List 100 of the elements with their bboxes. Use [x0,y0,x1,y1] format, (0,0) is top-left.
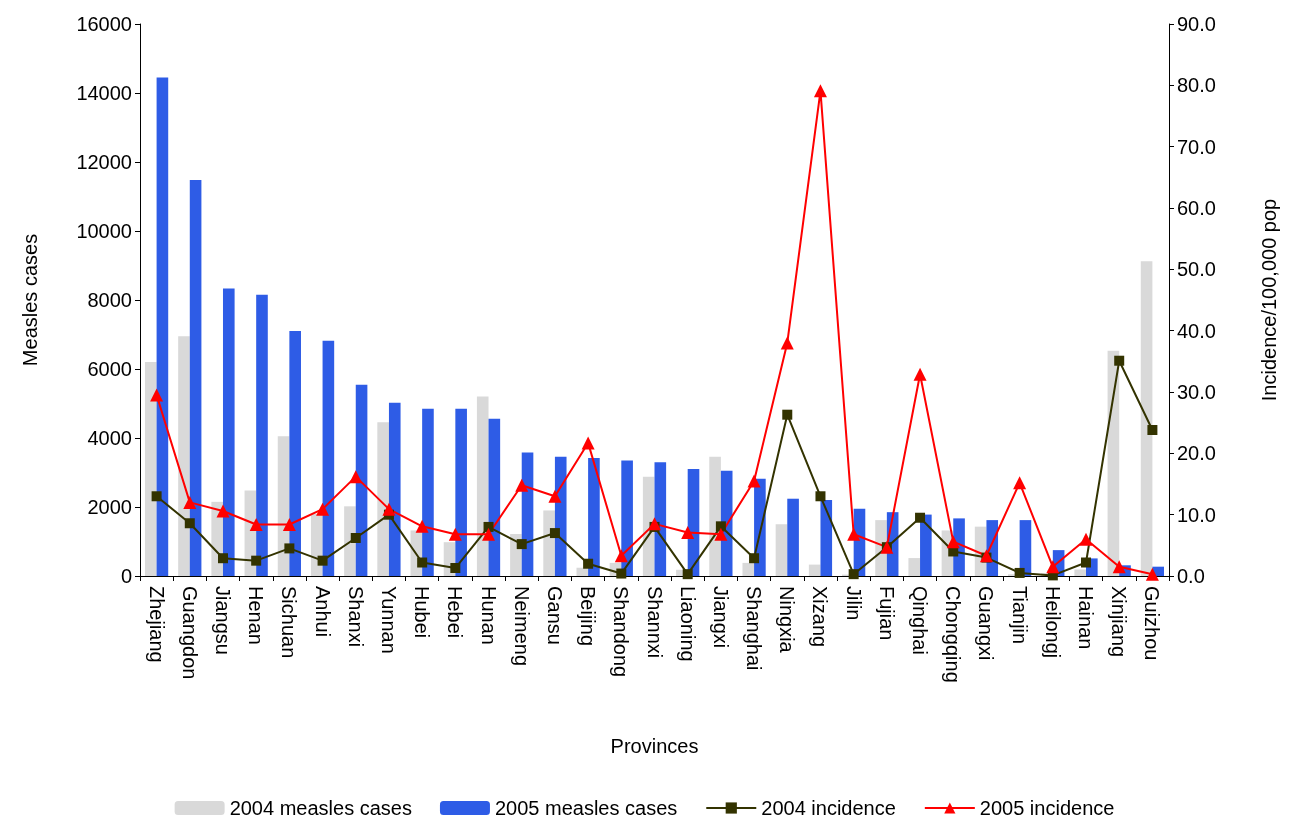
x-tick-label: Xinjiang [1108,586,1131,658]
y-tick-label: 14000 [76,82,132,104]
x-tick-label: Guangdon [178,586,201,680]
point [151,491,162,502]
bar [642,476,655,576]
x-tick-label: Hubei [411,586,434,639]
x-tick-label: Zhejiang [145,586,168,663]
point [815,491,826,502]
point [415,519,429,533]
point [216,504,230,518]
y2-tick-label: 70.0 [1177,135,1216,158]
y2-tick-label: 90.0 [1177,13,1216,35]
x-tick-label: Shanxi [344,586,367,648]
x-tick-label: Guizhou [1141,586,1164,661]
point [417,557,428,568]
point [1112,560,1126,574]
point [217,553,228,564]
y-tick-label: 0 [120,565,132,587]
x-tick-label: Shandong [610,586,633,678]
bar [144,362,157,576]
bar [621,460,633,576]
bar [576,567,589,576]
bar [742,562,755,576]
point [681,525,695,539]
y2-tick-label: 0.0 [1177,565,1205,587]
x-tick-label: Anhui [311,586,334,638]
point [614,549,628,563]
point [749,553,760,564]
bar [422,408,434,576]
bar [1074,569,1087,576]
y-tick-label: 6000 [87,358,132,380]
legend-label: 2005 incidence [979,797,1115,819]
x-tick-label: Guangxi [975,586,998,661]
bar [709,456,721,576]
point [1114,355,1125,366]
point [583,558,594,569]
y-tick-label: 16000 [76,13,132,35]
bar [476,396,489,576]
y2-tick-label: 50.0 [1177,258,1216,281]
point [714,527,728,541]
x-tick-label: Heilongj [1041,586,1064,659]
y-axis-title: Measles cases [19,233,41,367]
x-tick-label: Xizang [809,586,832,648]
x-tick-label: Qinghai [909,586,932,655]
point [1046,560,1060,574]
x-tick-label: Beijing [577,586,600,647]
point [516,539,527,550]
x-axis-title: Provinces [610,735,699,757]
bar [808,564,821,576]
y-tick-label: 4000 [87,427,132,449]
bar [455,408,467,576]
point [184,518,195,529]
bar [543,510,555,576]
bar [156,77,169,576]
legend-label: 2004 incidence [761,797,896,819]
point [150,388,164,402]
x-tick-label: Chongqing [942,586,965,683]
bar [1140,261,1153,576]
bar [344,506,356,576]
point [317,555,328,566]
x-tick-label: Neimeng [510,586,533,667]
point [482,527,496,541]
x-tick-label: Shanghai [743,586,766,671]
point [1147,425,1158,436]
x-tick-label: Hebei [444,586,467,639]
point [780,336,794,350]
y2-tick-label: 10.0 [1177,503,1216,526]
point [450,563,461,574]
x-tick-label: Tianjin [1008,586,1031,645]
point [913,367,927,381]
bar [322,340,335,576]
point [915,512,926,523]
y2-axis-title: Incidence/100,000 pop [1258,198,1280,402]
y-tick-label: 10000 [76,220,132,242]
bar [178,336,190,576]
point [183,495,197,509]
point [382,502,396,516]
y2-tick-label: 30.0 [1177,381,1216,403]
point [548,489,562,503]
x-tick-label: Shannxi [643,586,666,659]
x-tick-label: Liaoning [676,586,699,662]
y2-tick-label: 60.0 [1177,197,1216,219]
point [782,409,793,420]
bar [588,458,600,576]
x-tick-label: Hainan [1075,586,1098,650]
point [1079,532,1093,546]
legend-label: 2005 measles cases [494,797,678,819]
y-tick-label: 12000 [76,151,132,173]
bar [920,514,932,576]
x-tick-label: Ningxia [776,586,799,654]
point [747,474,761,488]
point [251,555,262,566]
bar [256,294,268,576]
bar [820,500,833,576]
point [616,568,627,579]
x-tick-label: Jiangsu [211,586,234,655]
point [715,521,726,532]
point [284,543,295,554]
bar [388,402,401,576]
y2-tick-label: 20.0 [1177,442,1216,465]
